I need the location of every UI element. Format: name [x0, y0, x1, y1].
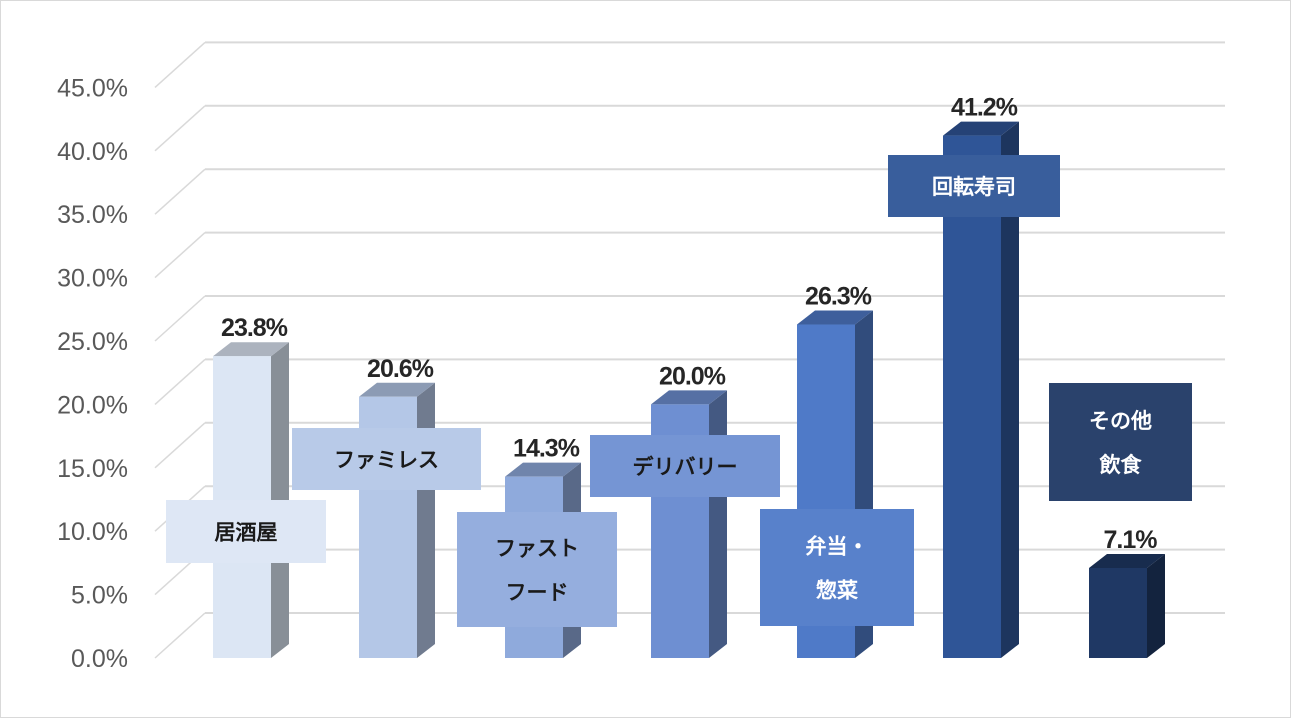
bar-top [359, 382, 435, 397]
gridline-diagonal [154, 295, 206, 342]
data-label: 7.1% [1104, 526, 1158, 554]
bar-side [709, 390, 727, 658]
y-tick-label: 0.0% [71, 645, 128, 673]
gridline-diagonal [154, 422, 206, 469]
category-label-text: 弁当・ [806, 535, 869, 559]
gridline-diagonal [154, 105, 206, 152]
y-tick-label: 5.0% [71, 582, 128, 610]
category-label-box [457, 512, 617, 627]
data-label: 26.3% [805, 283, 872, 311]
category-label-text: 惣菜 [816, 579, 858, 603]
category-label: デリバリー [590, 435, 780, 497]
bar-top [213, 342, 289, 357]
data-label: 20.0% [659, 362, 726, 390]
category-label: 居酒屋 [166, 500, 326, 563]
bar-side [417, 382, 435, 658]
category-label-text: ファスト [495, 537, 579, 561]
y-tick-label: 25.0% [57, 328, 128, 356]
category-label-text: 回転寿司 [932, 175, 1016, 199]
data-label: 14.3% [513, 435, 580, 463]
category-label-text: その他 [1089, 409, 1152, 433]
y-tick-label: 40.0% [57, 138, 128, 166]
category-label: 弁当・惣菜 [760, 509, 914, 626]
bar-front [1089, 567, 1147, 658]
category-label-box [760, 509, 914, 626]
category-label-text: デリバリー [633, 455, 738, 479]
category-label: ファミレス [292, 428, 481, 490]
bar [359, 382, 435, 658]
gridline-diagonal [154, 168, 206, 215]
bar-front [943, 135, 1001, 659]
bar-top [1089, 553, 1165, 568]
y-tick-label: 10.0% [57, 518, 128, 546]
gridline-diagonal [154, 612, 206, 659]
y-tick-label: 20.0% [57, 391, 128, 419]
data-labels: 23.8% 20.6% 14.3% 20.0% 26.3% 41.2% 7.1% [221, 94, 1158, 554]
data-label: 41.2% [951, 94, 1018, 122]
bar-top [651, 390, 727, 405]
category-label-text: フード [506, 581, 569, 605]
bar-side [1147, 553, 1165, 658]
category-label-box [590, 435, 780, 497]
bar-top [943, 121, 1019, 136]
bar-top [505, 462, 581, 477]
gridline-diagonal [154, 232, 206, 279]
y-tick-label: 30.0% [57, 265, 128, 293]
category-label-text: ファミレス [334, 448, 439, 472]
bar-top [797, 310, 873, 325]
category-label-box [292, 428, 481, 490]
category-label-text: 飲食 [1099, 453, 1143, 477]
data-label: 23.8% [221, 314, 288, 342]
y-tick-label: 45.0% [57, 74, 128, 102]
category-label: 回転寿司 [888, 155, 1060, 217]
y-tick-label: 15.0% [57, 455, 128, 483]
y-axis-ticks: 0.0% 5.0% 10.0% 15.0% 20.0% 25.0% 30.0% 35.0% 40… [57, 74, 128, 673]
bar [1089, 553, 1165, 658]
bar [651, 390, 727, 658]
category-label-box [1049, 383, 1192, 501]
category-label-box [166, 500, 326, 563]
data-label: 20.6% [367, 355, 434, 383]
gridline-diagonal [154, 41, 206, 88]
bar [943, 121, 1019, 659]
y-tick-label: 35.0% [57, 201, 128, 229]
category-label-text: 居酒屋 [215, 521, 278, 545]
category-label-box [888, 155, 1060, 217]
gridline-diagonal [154, 358, 206, 405]
bar-side [1001, 121, 1019, 659]
